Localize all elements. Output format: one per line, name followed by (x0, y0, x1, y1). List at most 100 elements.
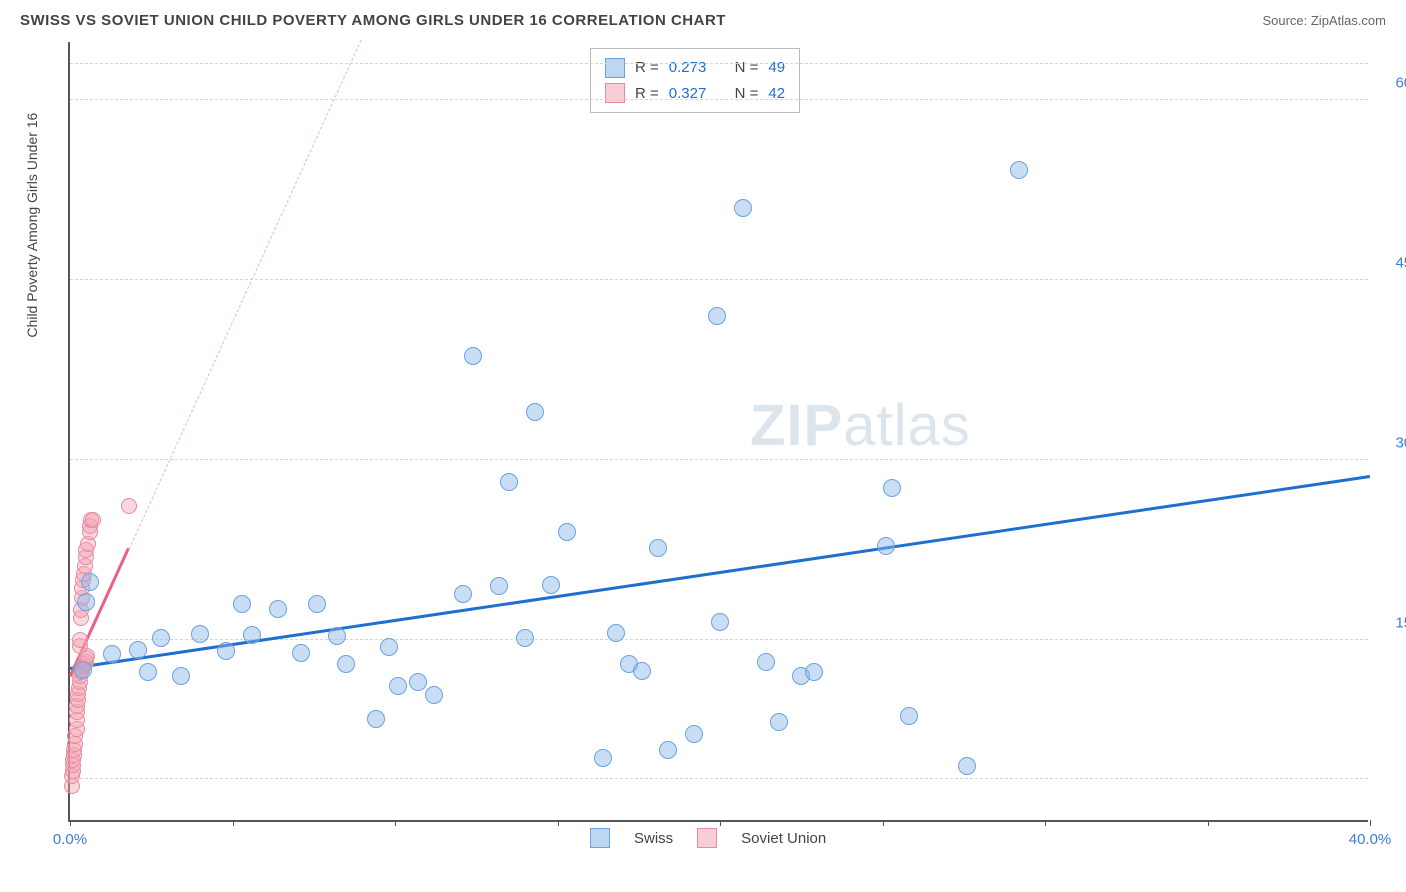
scatter-point-swiss (526, 403, 544, 421)
scatter-point-swiss (558, 523, 576, 541)
legend-row-swiss: R = 0.273 N = 49 (605, 55, 785, 81)
scatter-point-swiss (490, 577, 508, 595)
scatter-point-swiss (328, 627, 346, 645)
y-axis-label: Child Poverty Among Girls Under 16 (24, 113, 40, 338)
scatter-point-swiss (542, 576, 560, 594)
scatter-point-swiss (103, 645, 121, 663)
scatter-point-swiss (883, 479, 901, 497)
x-tick-mark (558, 820, 559, 826)
swatch-swiss (605, 58, 625, 78)
scatter-point-swiss (425, 686, 443, 704)
scatter-point-swiss (757, 653, 775, 671)
hgrid-line (70, 778, 1368, 779)
plot-area: R = 0.273 N = 49 R = 0.327 N = 42 ZIPatl… (68, 42, 1368, 822)
scatter-point-swiss (269, 600, 287, 618)
scatter-point-swiss (217, 642, 235, 660)
scatter-point-swiss (292, 644, 310, 662)
r-value-soviet: 0.327 (669, 81, 707, 107)
hgrid-line (70, 99, 1368, 100)
scatter-point-swiss (711, 613, 729, 631)
x-tick-mark (883, 820, 884, 826)
source-attribution: Source: ZipAtlas.com (1262, 13, 1386, 28)
n-label: N = (735, 55, 759, 81)
scatter-point-swiss (233, 595, 251, 613)
scatter-point-swiss (659, 741, 677, 759)
trend-line (70, 475, 1370, 670)
scatter-point-swiss (172, 667, 190, 685)
scatter-point-swiss (409, 673, 427, 691)
source-label: Source: (1262, 13, 1310, 28)
scatter-point-swiss (139, 663, 157, 681)
r-label: R = (635, 81, 659, 107)
scatter-point-swiss (500, 473, 518, 491)
x-tick-mark (395, 820, 396, 826)
scatter-point-swiss (129, 641, 147, 659)
x-tick-mark (70, 820, 71, 826)
scatter-point-swiss (191, 625, 209, 643)
scatter-point-swiss (464, 347, 482, 365)
series-legend: Swiss Soviet Union (590, 828, 826, 848)
scatter-point-swiss (685, 725, 703, 743)
chart-container: Child Poverty Among Girls Under 16 R = 0… (20, 42, 1386, 872)
legend-row-soviet: R = 0.327 N = 42 (605, 81, 785, 107)
scatter-point-swiss (877, 537, 895, 555)
source-link[interactable]: ZipAtlas.com (1311, 13, 1386, 28)
x-tick-mark (1045, 820, 1046, 826)
y-tick-label: 60.0% (1378, 75, 1406, 92)
scatter-point-swiss (389, 677, 407, 695)
r-label: R = (635, 55, 659, 81)
scatter-point-swiss (633, 662, 651, 680)
chart-title: SWISS VS SOVIET UNION CHILD POVERTY AMON… (20, 12, 726, 29)
x-tick-mark (720, 820, 721, 826)
x-tick-mark (233, 820, 234, 826)
scatter-point-swiss (770, 713, 788, 731)
scatter-point-swiss (152, 629, 170, 647)
n-value-swiss: 49 (768, 55, 785, 81)
scatter-point-swiss (367, 710, 385, 728)
scatter-point-soviet (72, 632, 88, 648)
swatch-soviet-icon (697, 828, 717, 848)
watermark-zip: ZIP (750, 393, 843, 458)
correlation-legend: R = 0.273 N = 49 R = 0.327 N = 42 (590, 48, 800, 113)
scatter-point-swiss (243, 626, 261, 644)
n-label: N = (735, 81, 759, 107)
x-tick-mark (1370, 820, 1371, 826)
x-tick-label: 0.0% (53, 831, 87, 848)
series-label-swiss: Swiss (634, 830, 673, 847)
y-tick-label: 15.0% (1378, 615, 1406, 632)
scatter-point-swiss (81, 573, 99, 591)
scatter-point-swiss (516, 629, 534, 647)
x-tick-label: 40.0% (1349, 831, 1392, 848)
scatter-point-swiss (649, 539, 667, 557)
hgrid-line (70, 279, 1368, 280)
scatter-point-swiss (454, 585, 472, 603)
scatter-point-swiss (337, 655, 355, 673)
scatter-point-swiss (900, 707, 918, 725)
y-tick-label: 45.0% (1378, 255, 1406, 272)
scatter-point-swiss (1010, 161, 1028, 179)
hgrid-line (70, 63, 1368, 64)
x-tick-mark (1208, 820, 1209, 826)
watermark-atlas: atlas (843, 393, 971, 458)
scatter-point-swiss (594, 749, 612, 767)
scatter-point-swiss (77, 593, 95, 611)
r-value-swiss: 0.273 (669, 55, 707, 81)
scatter-point-swiss (380, 638, 398, 656)
hgrid-line (70, 459, 1368, 460)
scatter-point-soviet (85, 512, 101, 528)
n-value-soviet: 42 (768, 81, 785, 107)
swatch-swiss-icon (590, 828, 610, 848)
scatter-point-swiss (74, 661, 92, 679)
scatter-point-swiss (958, 757, 976, 775)
scatter-point-swiss (708, 307, 726, 325)
trend-line (128, 39, 361, 549)
series-label-soviet: Soviet Union (741, 830, 826, 847)
y-tick-label: 30.0% (1378, 435, 1406, 452)
scatter-point-swiss (805, 663, 823, 681)
swatch-soviet (605, 83, 625, 103)
scatter-point-swiss (607, 624, 625, 642)
watermark: ZIPatlas (750, 392, 971, 459)
scatter-point-soviet (121, 498, 137, 514)
scatter-point-swiss (734, 199, 752, 217)
scatter-point-swiss (308, 595, 326, 613)
